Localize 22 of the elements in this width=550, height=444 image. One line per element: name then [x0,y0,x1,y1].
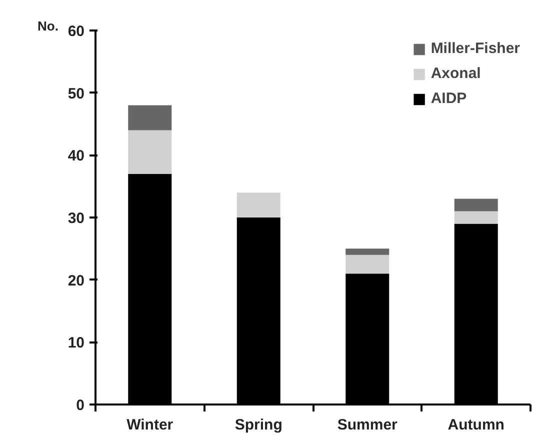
y-tick-label: 40 [68,148,85,165]
y-tick-label: 20 [68,272,85,290]
legend-label: Axonal [430,65,481,82]
bar [346,254,390,274]
y-tick-label: 60 [68,23,85,40]
y-tick-label: 10 [68,334,85,352]
y-tick-label: 50 [68,85,85,102]
bar [236,192,280,218]
legend-label: Miller-Fisher [430,40,520,57]
x-tick-label: Spring [234,416,282,434]
bar [346,248,390,255]
bar [128,105,172,130]
bar [128,130,172,174]
x-tick-label: Summer [337,416,398,434]
legend-label: AIDP [430,90,467,107]
bar [454,198,498,212]
x-tick-label: Winter [126,416,174,434]
y-tick-label: 0 [76,397,84,414]
y-tick-label: 30 [68,210,85,227]
y-axis-title: No. [38,18,58,34]
x-tick-label: Autumn [448,416,504,434]
bar [454,211,498,224]
